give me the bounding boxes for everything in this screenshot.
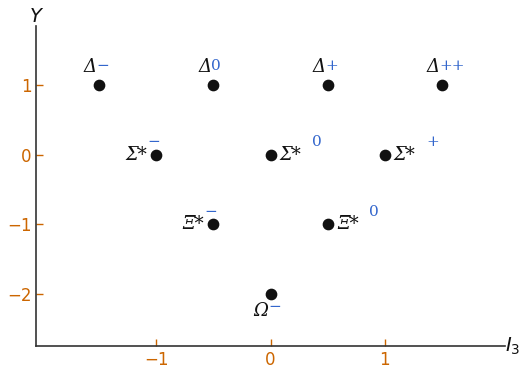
Text: $I_3$: $I_3$ xyxy=(505,335,520,357)
Text: Σ*: Σ* xyxy=(125,146,147,164)
Text: Σ*: Σ* xyxy=(394,146,416,164)
Point xyxy=(266,152,275,158)
Point xyxy=(266,291,275,297)
Text: Σ*: Σ* xyxy=(280,146,301,164)
Text: −: − xyxy=(97,59,110,73)
Text: Δ: Δ xyxy=(427,58,440,76)
Text: +: + xyxy=(325,59,338,73)
Text: ++: ++ xyxy=(440,59,465,73)
Point xyxy=(438,82,446,88)
Text: Ω: Ω xyxy=(253,302,268,320)
Text: Δ: Δ xyxy=(198,58,211,76)
Point xyxy=(209,221,218,227)
Text: Ξ*: Ξ* xyxy=(183,215,204,233)
Text: 0: 0 xyxy=(369,205,378,219)
Text: −: − xyxy=(147,135,160,149)
Point xyxy=(380,152,389,158)
Point xyxy=(324,221,332,227)
Text: −: − xyxy=(268,300,281,314)
Text: Δ: Δ xyxy=(313,58,325,76)
Text: $Y$: $Y$ xyxy=(28,7,44,26)
Point xyxy=(324,82,332,88)
Point xyxy=(209,82,218,88)
Text: 0: 0 xyxy=(311,135,321,149)
Text: 0: 0 xyxy=(211,59,221,73)
Text: +: + xyxy=(426,135,438,149)
Text: Δ: Δ xyxy=(84,58,97,76)
Point xyxy=(152,152,161,158)
Text: −: − xyxy=(204,205,217,219)
Text: Ξ*: Ξ* xyxy=(337,215,358,233)
Point xyxy=(95,82,103,88)
